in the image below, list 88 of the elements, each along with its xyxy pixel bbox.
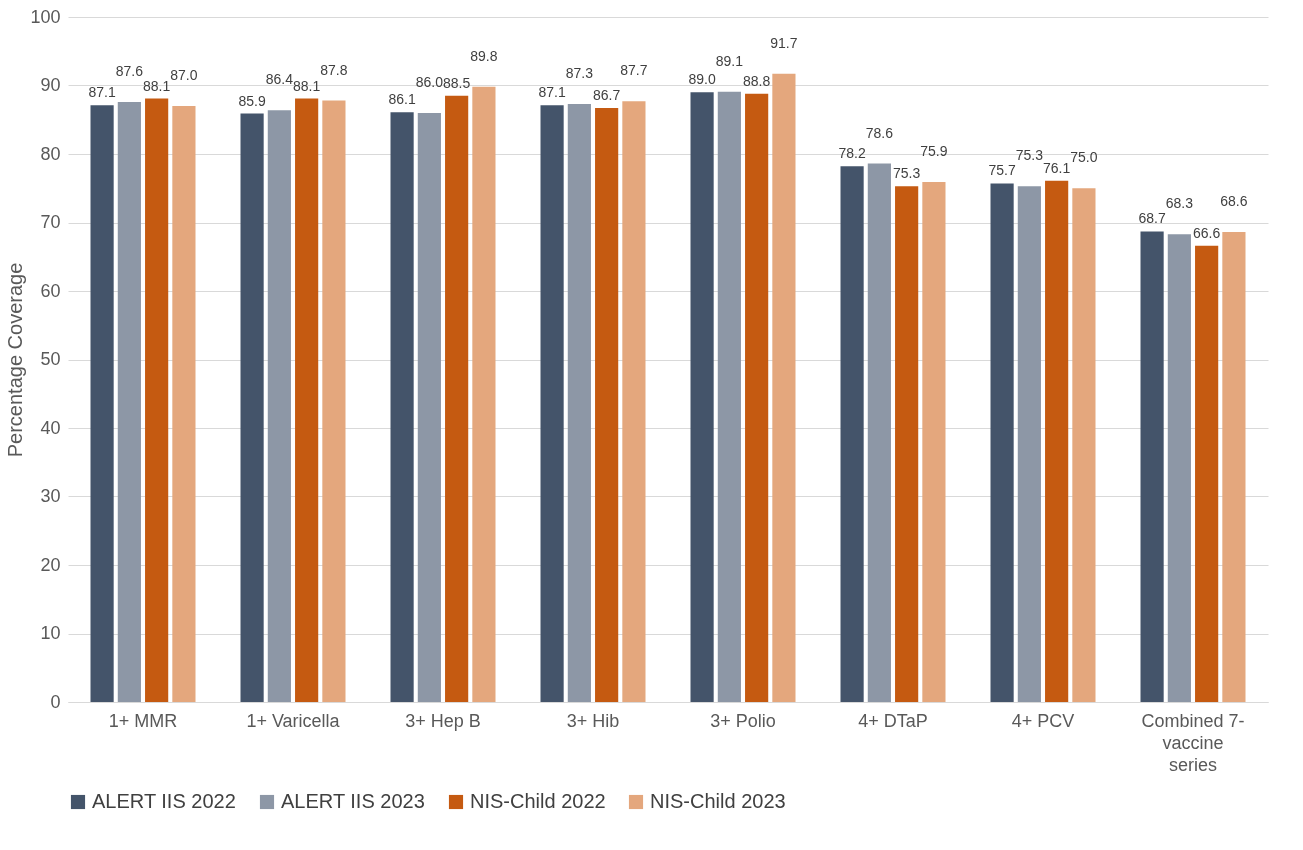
data-label: 86.4 bbox=[265, 71, 294, 88]
bar bbox=[117, 101, 141, 702]
bar bbox=[1167, 234, 1191, 702]
bar bbox=[1222, 232, 1246, 702]
y-tick-label: 80 bbox=[40, 143, 61, 164]
y-tick-label: 90 bbox=[40, 75, 61, 95]
y-tick-label: 60 bbox=[40, 280, 61, 301]
x-tick-label: Combined 7-vaccine series bbox=[1141, 710, 1245, 775]
data-label: 86.1 bbox=[388, 91, 416, 108]
data-label: 78.6 bbox=[865, 124, 894, 141]
x-tick-label: 1+ Varicella bbox=[246, 710, 341, 731]
bar bbox=[1140, 231, 1164, 702]
bar bbox=[295, 98, 319, 702]
bar bbox=[595, 108, 619, 702]
bar bbox=[240, 113, 264, 702]
data-label: 75.3 bbox=[1015, 147, 1044, 164]
x-tick-label: 1+ MMR bbox=[108, 710, 178, 731]
data-label: 68.3 bbox=[1165, 195, 1194, 212]
bar bbox=[745, 93, 769, 702]
data-label: 87.8 bbox=[320, 61, 348, 78]
data-label: 87.1 bbox=[538, 84, 566, 101]
bar bbox=[322, 100, 346, 702]
data-label: 85.9 bbox=[238, 92, 266, 109]
data-label: 88.1 bbox=[293, 77, 321, 94]
bar bbox=[390, 112, 414, 702]
x-tick-label: 3+ Polio bbox=[710, 710, 776, 731]
bar bbox=[772, 73, 796, 702]
data-label: 68.6 bbox=[1220, 193, 1248, 210]
bar bbox=[472, 86, 496, 702]
bar bbox=[1045, 180, 1069, 702]
y-tick-label: 40 bbox=[40, 417, 61, 438]
bar bbox=[690, 92, 714, 702]
data-label: 87.6 bbox=[115, 62, 144, 79]
bar bbox=[1072, 188, 1096, 702]
y-tick-label: 30 bbox=[40, 486, 61, 506]
y-tick-label: 70 bbox=[40, 212, 61, 232]
data-label: 86.7 bbox=[593, 87, 621, 104]
data-label: 89.8 bbox=[470, 47, 498, 64]
x-tick-label: 3+ Hep B bbox=[405, 710, 481, 731]
bar bbox=[895, 186, 919, 702]
data-label: 86.0 bbox=[415, 73, 444, 90]
data-label: 88.5 bbox=[443, 74, 471, 91]
data-label: 88.1 bbox=[143, 77, 171, 94]
y-tick-label: 10 bbox=[40, 623, 61, 643]
data-label: 88.8 bbox=[743, 72, 771, 89]
x-tick-label: 4+ DTaP bbox=[858, 710, 928, 731]
y-tick-label: 20 bbox=[40, 554, 61, 575]
data-label: 89.1 bbox=[715, 52, 744, 69]
bar bbox=[990, 183, 1014, 702]
data-label: 91.7 bbox=[770, 34, 798, 51]
data-label: 89.0 bbox=[688, 71, 716, 88]
bar bbox=[540, 105, 564, 702]
y-tick-label: 100 bbox=[30, 6, 61, 27]
y-tick-label: 50 bbox=[40, 349, 61, 369]
bar bbox=[1195, 245, 1219, 702]
y-axis-title: Percentage Coverage bbox=[4, 262, 27, 458]
bar bbox=[172, 106, 196, 702]
y-tick-label: 0 bbox=[50, 691, 61, 712]
bar bbox=[867, 163, 891, 702]
data-label: 75.9 bbox=[920, 143, 948, 160]
bar bbox=[417, 112, 441, 702]
bar bbox=[840, 166, 864, 702]
data-label: 87.1 bbox=[88, 84, 116, 101]
bar bbox=[90, 105, 114, 702]
bar bbox=[622, 101, 646, 702]
x-tick-label: 3+ Hib bbox=[566, 710, 620, 731]
data-label: 76.1 bbox=[1043, 159, 1071, 176]
data-label: 87.3 bbox=[565, 64, 594, 81]
data-label: 87.7 bbox=[620, 62, 648, 79]
data-label: 75.0 bbox=[1070, 149, 1098, 166]
data-label: 78.2 bbox=[838, 145, 866, 162]
data-label: 68.7 bbox=[1138, 210, 1166, 227]
legend-label: NIS-Child 2022 bbox=[470, 790, 606, 812]
bar bbox=[717, 91, 741, 702]
bar bbox=[922, 182, 946, 702]
legend-label: NIS-Child 2023 bbox=[650, 790, 786, 812]
bar bbox=[145, 98, 169, 702]
bar bbox=[1017, 186, 1041, 702]
bar bbox=[567, 104, 591, 702]
bar bbox=[445, 95, 469, 702]
data-label: 75.3 bbox=[893, 165, 921, 182]
legend-label: ALERT IIS 2023 bbox=[281, 790, 425, 812]
legend-label: ALERT IIS 2022 bbox=[92, 790, 236, 812]
data-label: 87.0 bbox=[170, 67, 198, 84]
bar bbox=[267, 110, 291, 702]
data-label: 66.6 bbox=[1193, 224, 1221, 241]
x-tick-label: 4+ PCV bbox=[1011, 710, 1075, 731]
data-label: 75.7 bbox=[988, 162, 1016, 179]
